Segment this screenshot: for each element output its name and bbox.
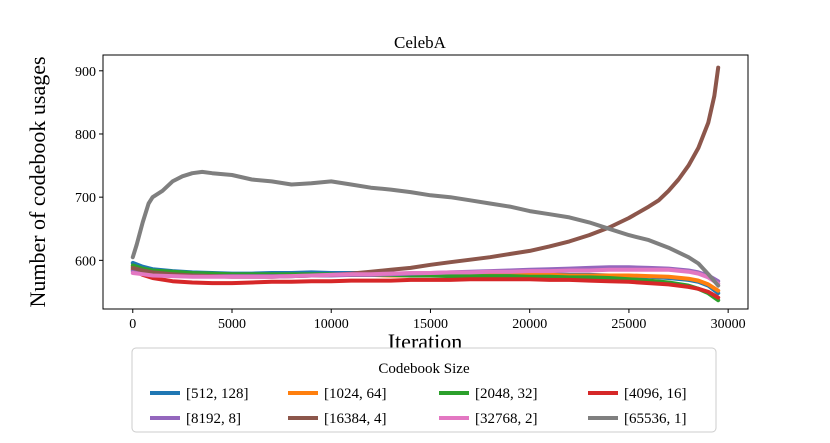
plot-frame	[102, 54, 749, 310]
x-tick-label-5: 25000	[611, 317, 646, 332]
y-axis-ticks: 600 700 800 900	[75, 65, 103, 269]
legend-label-6: [32768, 2]	[475, 411, 538, 427]
x-tick-label-3: 15000	[413, 317, 448, 332]
legend-items: [512, 128] [1024, 64] [2048, 32] [4096, 16]…	[150, 386, 687, 427]
y-tick-label-1: 700	[75, 191, 96, 206]
legend-label-2: [2048, 32]	[475, 386, 538, 402]
legend-label-7: [65536, 1]	[624, 411, 687, 427]
series-line-7	[130, 169, 721, 288]
legend-label-1: [1024, 64]	[324, 386, 387, 402]
y-tick-label-3: 900	[75, 65, 96, 80]
legend-title: Codebook Size	[378, 361, 470, 377]
y-tick-label-0: 600	[75, 254, 96, 269]
x-axis-ticks: 0 5000 10000 15000 20000 25000 30000	[129, 309, 746, 332]
x-tick-label-4: 20000	[512, 317, 547, 332]
series-layer	[130, 65, 721, 303]
legend-label-5: [16384, 4]	[324, 411, 387, 427]
x-tick-label-2: 10000	[314, 317, 349, 332]
legend-frame	[131, 347, 717, 433]
chart-title: CelebA	[394, 33, 447, 52]
x-tick-label-1: 5000	[218, 317, 246, 332]
legend-label-4: [8192, 8]	[186, 411, 241, 427]
legend-label-0: [512, 128]	[186, 386, 249, 402]
series-line-3	[130, 267, 721, 300]
legend-label-3: [4096, 16]	[624, 386, 687, 402]
x-tick-label-6: 30000	[711, 317, 746, 332]
y-axis-label: Number of codebook usages	[25, 56, 50, 307]
y-tick-label-2: 800	[75, 128, 96, 143]
series-line-6	[130, 267, 721, 286]
x-tick-label-0: 0	[129, 317, 136, 332]
series-line-2	[130, 263, 721, 303]
legend: Codebook Size [512, 128] [1024, 64] [2048,…	[131, 347, 717, 433]
